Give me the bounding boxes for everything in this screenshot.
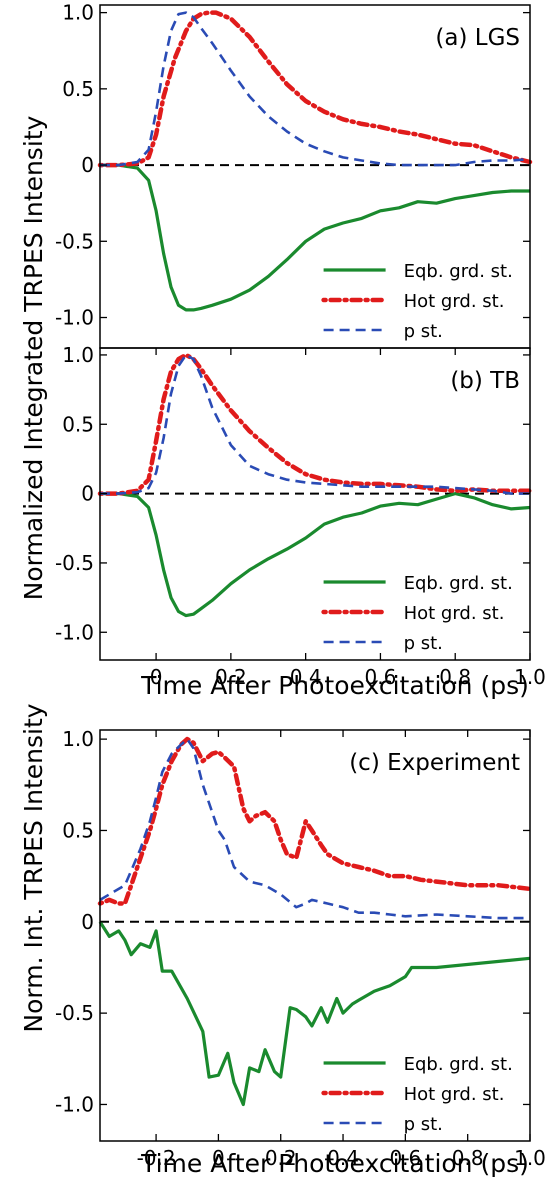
lgs-ytick-label-3: 0.5 bbox=[62, 77, 94, 101]
tb-ytick-label-1: -0.5 bbox=[55, 551, 94, 575]
exp-legend-label-1: Hot grd. st. bbox=[404, 1084, 505, 1105]
tb-xtick-label-3: 0.6 bbox=[365, 665, 397, 689]
panels: -1.0 -0.5 0 0.5 1.0 (a) LGS Eqb. grd. st. Hot g… bbox=[55, 1, 546, 1170]
tb-ytick-label-0: -1.0 bbox=[55, 620, 94, 644]
tb-xtick-label-1: 0.2 bbox=[215, 665, 247, 689]
lgs-legend-label-1: Hot grd. st. bbox=[404, 291, 505, 312]
exp-series-1 bbox=[97, 736, 533, 906]
exp-series-0 bbox=[98, 920, 531, 1107]
exp-ytick-label-2: 0 bbox=[81, 910, 94, 934]
x-axis-label-top-figure: Time After Photoexcitation (ps) bbox=[140, 671, 529, 700]
tb-xtick-label-5: 1.0 bbox=[514, 665, 546, 689]
x-axis-label-bottom-figure: Time After Photoexcitation (ps) bbox=[140, 1149, 529, 1178]
tb-panel-title: (b) TB bbox=[450, 368, 520, 394]
panel-lgs: -1.0 -0.5 0 0.5 1.0 (a) LGS Eqb. grd. st. Hot g… bbox=[55, 1, 533, 349]
exp-panel-title: (c) Experiment bbox=[349, 750, 520, 776]
lgs-legend-label-0: Eqb. grd. st. bbox=[404, 261, 513, 282]
panel-exp: -1.0 -0.5 0 0.5 1.0 -0.2 0 0.2 0.4 0.6 0.8 1.0 (c) E… bbox=[55, 727, 546, 1170]
lgs-series-0 bbox=[100, 163, 530, 312]
exp-ytick-label-0: -1.0 bbox=[55, 1092, 94, 1116]
tb-legend-label-1: Hot grd. st. bbox=[404, 603, 505, 624]
lgs-ytick-label-1: -0.5 bbox=[55, 229, 94, 253]
lgs-ytick-label-4: 1.0 bbox=[62, 1, 94, 25]
exp-series-2 bbox=[99, 737, 530, 920]
exp-frame bbox=[99, 729, 531, 1142]
tb-xtick-label-4: 0.8 bbox=[439, 665, 471, 689]
exp-legend-label-0: Eqb. grd. st. bbox=[404, 1054, 513, 1075]
exp-xtick-label-5: 0.8 bbox=[452, 1146, 484, 1170]
tb-xtick-label-0: 0 bbox=[150, 665, 163, 689]
lgs-ytick-label-2: 0 bbox=[81, 153, 94, 177]
lgs-series-2 bbox=[100, 11, 531, 167]
exp-xtick-label-1: 0 bbox=[212, 1146, 225, 1170]
lgs-legend-label-2: p st. bbox=[404, 321, 443, 342]
tb-frame bbox=[99, 347, 531, 661]
tb-series-2 bbox=[100, 353, 530, 495]
exp-xtick-label-3: 0.4 bbox=[327, 1146, 359, 1170]
tb-legend-label-0: Eqb. grd. st. bbox=[404, 573, 513, 594]
bottom-y-axis-label: Norm. Int. TRPES Intensity bbox=[19, 703, 48, 1032]
lgs-panel-title: (a) LGS bbox=[435, 25, 520, 51]
exp-ytick-label-4: 1.0 bbox=[62, 727, 94, 751]
lgs-ytick-label-0: -1.0 bbox=[55, 306, 94, 330]
exp-xtick-label-4: 0.6 bbox=[389, 1146, 421, 1170]
exp-ytick-label-1: -0.5 bbox=[55, 1001, 94, 1025]
exp-legend-label-2: p st. bbox=[404, 1114, 443, 1135]
tb-series-0 bbox=[100, 492, 531, 618]
panel-tb: -1.0 -0.5 0 0.5 1.0 0 0.2 0.4 0.6 0.8 1.0 (b) TB Eqb… bbox=[55, 343, 546, 689]
tb-ytick-label-4: 1.0 bbox=[62, 343, 94, 367]
exp-ytick-label-3: 0.5 bbox=[62, 818, 94, 842]
tb-series-1 bbox=[97, 352, 533, 496]
exp-xtick-label-6: 1.0 bbox=[514, 1146, 546, 1170]
lgs-series-1 bbox=[97, 10, 533, 168]
tb-ytick-label-2: 0 bbox=[81, 482, 94, 506]
top-y-axis-label: Normalized Integrated TRPES Intensity bbox=[19, 115, 48, 600]
tb-legend-label-2: p st. bbox=[404, 633, 443, 654]
exp-xtick-label-0: -0.2 bbox=[137, 1146, 176, 1170]
tb-xtick-label-2: 0.4 bbox=[290, 665, 322, 689]
tb-ytick-label-3: 0.5 bbox=[62, 412, 94, 436]
exp-xtick-label-2: 0.2 bbox=[265, 1146, 297, 1170]
